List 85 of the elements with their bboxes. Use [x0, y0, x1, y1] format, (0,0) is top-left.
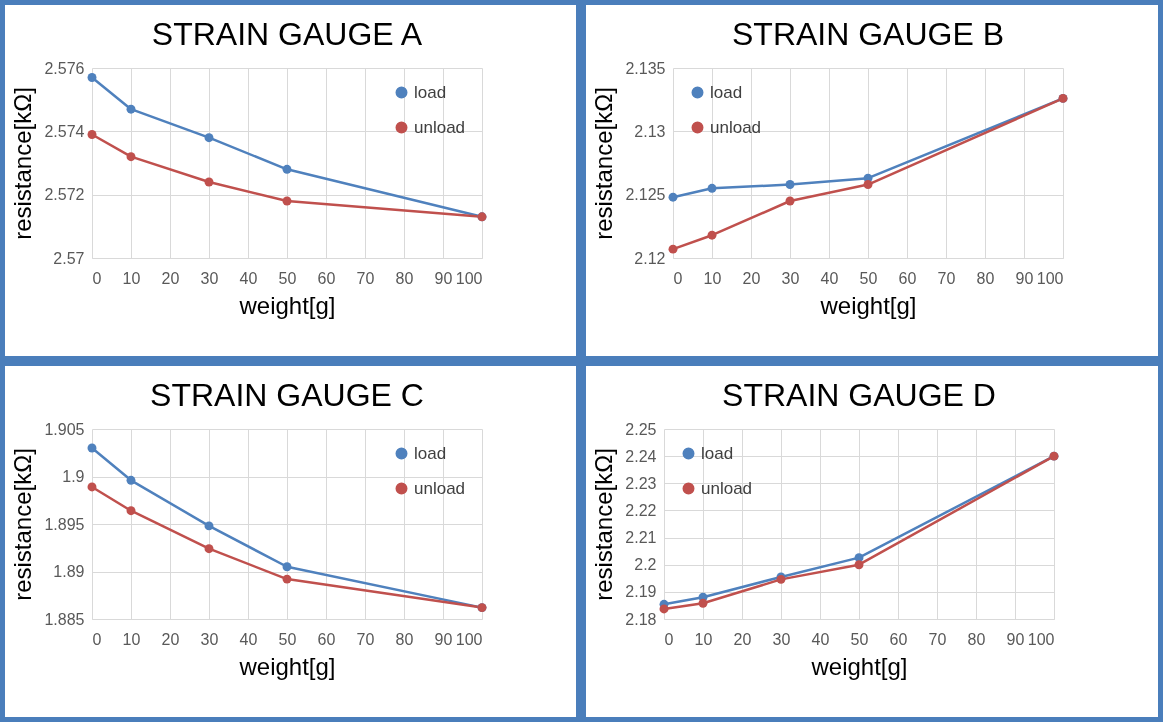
x-tick-label: 10	[122, 269, 141, 287]
legend-label: unload	[701, 478, 753, 498]
legend-label: load	[701, 443, 734, 463]
x-tick-label: 70	[356, 269, 375, 287]
x-tick-label: 40	[820, 269, 839, 287]
x-tick-label: 90	[1015, 269, 1034, 287]
x-tick-label: 20	[742, 269, 761, 287]
x-tick-label: 80	[395, 269, 414, 287]
x-tick-label: 70	[928, 630, 947, 648]
y-tick-label: 2.125	[625, 186, 666, 204]
chart-title: STRAIN GAUGE B	[731, 16, 1005, 52]
x-tick-label: 20	[161, 269, 180, 287]
x-tick-label: 50	[850, 630, 869, 648]
y-tick-label: 1.895	[44, 515, 85, 533]
x-tick-label: 100	[1027, 630, 1055, 648]
legend-label: load	[414, 443, 447, 463]
legend-label: unload	[414, 478, 466, 498]
y-tick-label: 2.57	[53, 249, 85, 267]
legend-label: unload	[414, 117, 466, 137]
y-tick-label: 2.21	[625, 529, 657, 547]
y-tick-label: 1.905	[44, 420, 85, 438]
y-tick-label: 2.23	[625, 474, 657, 492]
x-tick-label: 20	[733, 630, 752, 648]
chart-title: STRAIN GAUGE D	[722, 377, 996, 413]
x-tick-label: 90	[434, 269, 453, 287]
x-tick-label: 90	[434, 630, 453, 648]
y-tick-label: 2.13	[634, 122, 666, 140]
legend-label: load	[414, 82, 447, 102]
x-axis-title: weight[g]	[810, 652, 908, 680]
x-tick-label: 90	[1006, 630, 1025, 648]
x-tick-label: 70	[356, 630, 375, 648]
x-tick-label: 40	[239, 630, 258, 648]
x-tick-label: 70	[937, 269, 956, 287]
chart-title: STRAIN GAUGE C	[150, 377, 424, 413]
x-tick-label: 60	[317, 630, 336, 648]
y-axis-title: resistance[kΩ]	[9, 87, 37, 240]
y-tick-label: 2.18	[625, 610, 657, 628]
x-tick-label: 40	[239, 269, 258, 287]
x-tick-label: 30	[772, 630, 791, 648]
x-tick-label: 80	[967, 630, 986, 648]
x-tick-label: 0	[92, 630, 102, 648]
x-tick-label: 10	[703, 269, 722, 287]
x-tick-label: 100	[455, 269, 483, 287]
y-axis-title: resistance[kΩ]	[9, 448, 37, 601]
x-tick-label: 30	[200, 269, 219, 287]
x-axis-title: weight[g]	[819, 291, 917, 319]
x-tick-label: 100	[1036, 269, 1064, 287]
legend-label: load	[710, 82, 743, 102]
chart-title: STRAIN GAUGE A	[151, 16, 423, 52]
y-tick-label: 2.2	[634, 556, 657, 574]
x-tick-label: 60	[317, 269, 336, 287]
x-tick-label: 50	[278, 630, 297, 648]
x-tick-label: 10	[694, 630, 713, 648]
y-tick-label: 1.885	[44, 610, 85, 628]
x-tick-label: 0	[92, 269, 102, 287]
x-tick-label: 10	[122, 630, 141, 648]
y-tick-label: 2.135	[625, 59, 666, 77]
y-tick-label: 1.9	[62, 468, 85, 485]
x-tick-label: 50	[859, 269, 878, 287]
y-axis-title: resistance[kΩ]	[590, 87, 618, 240]
x-tick-label: 60	[889, 630, 908, 648]
y-tick-label: 2.574	[44, 122, 85, 140]
x-tick-label: 20	[161, 630, 180, 648]
y-tick-label: 2.22	[625, 501, 657, 519]
legend-label: unload	[710, 117, 762, 137]
y-axis-title: resistance[kΩ]	[590, 448, 618, 601]
y-tick-label: 2.24	[625, 447, 657, 465]
x-tick-label: 80	[976, 269, 995, 287]
x-axis-title: weight[g]	[238, 652, 336, 680]
x-tick-label: 30	[781, 269, 800, 287]
y-tick-label: 2.576	[44, 59, 85, 77]
x-tick-label: 60	[898, 269, 917, 287]
x-tick-label: 40	[811, 630, 830, 648]
x-tick-label: 0	[664, 630, 674, 648]
x-tick-label: 100	[455, 630, 483, 648]
y-tick-label: 2.12	[634, 249, 666, 267]
x-tick-label: 80	[395, 630, 414, 648]
x-tick-label: 0	[673, 269, 683, 287]
y-tick-label: 2.19	[625, 583, 657, 601]
y-tick-label: 1.89	[53, 563, 85, 580]
x-tick-label: 50	[278, 269, 297, 287]
x-tick-label: 30	[200, 630, 219, 648]
y-tick-label: 2.572	[44, 186, 85, 204]
x-axis-title: weight[g]	[238, 291, 336, 319]
y-tick-label: 2.25	[625, 420, 657, 438]
